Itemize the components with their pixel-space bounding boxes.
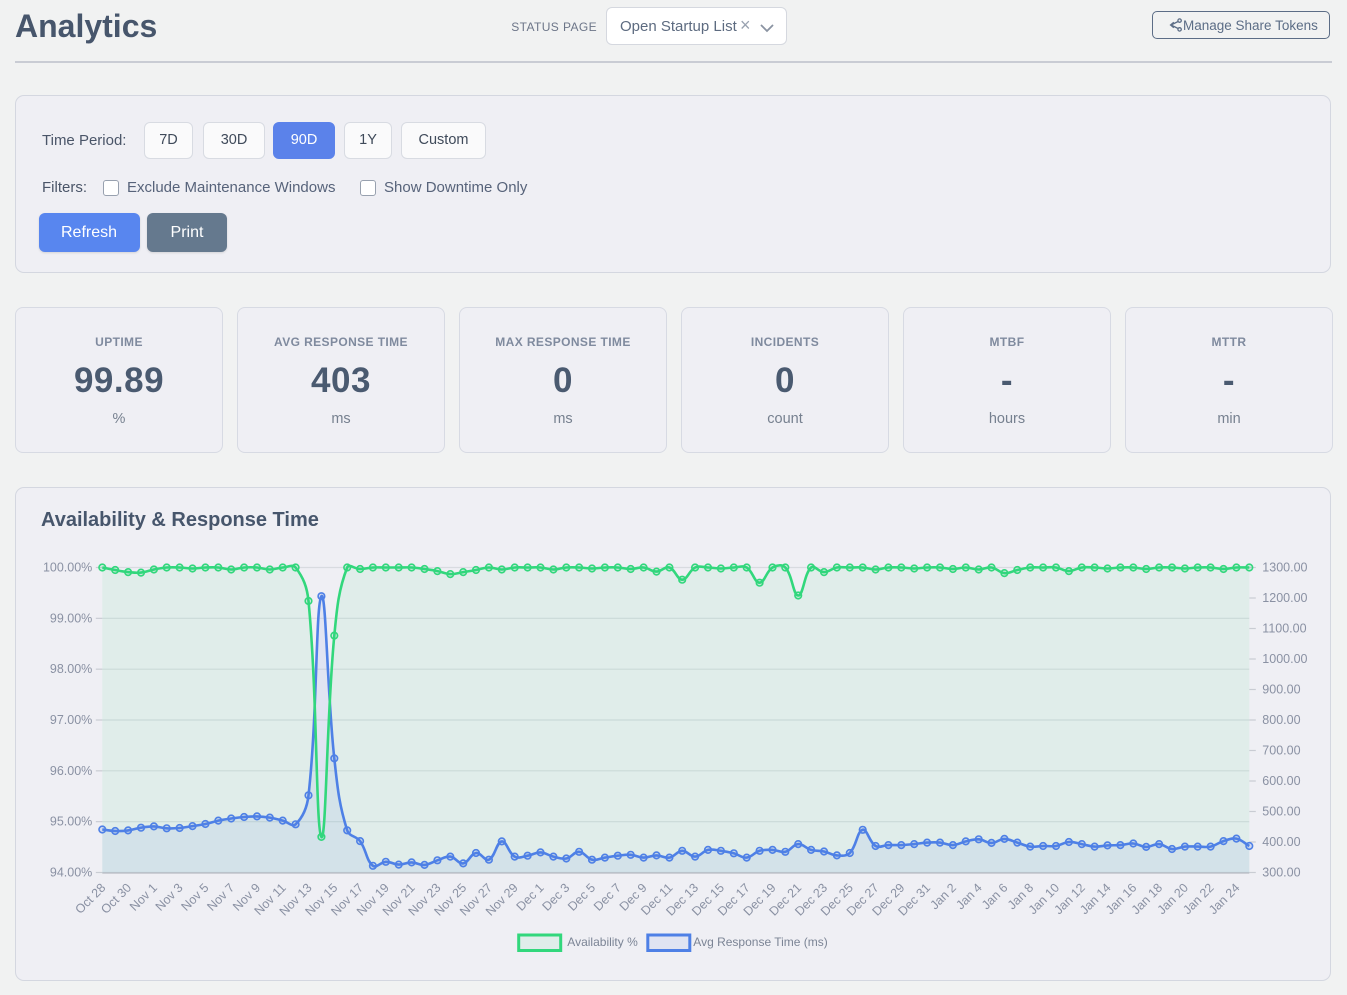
- svg-text:Jan 2: Jan 2: [927, 881, 959, 913]
- svg-text:600.00: 600.00: [1262, 774, 1300, 788]
- svg-text:Nov 7: Nov 7: [204, 881, 237, 914]
- svg-text:1100.00: 1100.00: [1262, 622, 1306, 636]
- svg-text:1300.00: 1300.00: [1262, 561, 1307, 575]
- svg-text:1000.00: 1000.00: [1262, 652, 1307, 666]
- svg-text:Jan 4: Jan 4: [953, 881, 985, 913]
- svg-text:900.00: 900.00: [1262, 683, 1300, 697]
- svg-text:Nov 3: Nov 3: [153, 881, 186, 914]
- svg-text:Jan 6: Jan 6: [979, 881, 1011, 913]
- svg-text:Nov 1: Nov 1: [127, 881, 160, 914]
- svg-text:96.00%: 96.00%: [50, 764, 92, 778]
- svg-text:Avg Response Time (ms): Avg Response Time (ms): [693, 935, 828, 949]
- svg-text:Nov 5: Nov 5: [179, 881, 212, 914]
- svg-text:99.00%: 99.00%: [50, 611, 92, 625]
- svg-text:500.00: 500.00: [1262, 805, 1300, 819]
- svg-text:98.00%: 98.00%: [50, 662, 92, 676]
- svg-text:97.00%: 97.00%: [50, 713, 92, 727]
- svg-text:Dec 5: Dec 5: [565, 881, 598, 914]
- svg-text:400.00: 400.00: [1262, 835, 1300, 849]
- svg-text:Dec 7: Dec 7: [591, 881, 624, 914]
- svg-text:Dec 3: Dec 3: [539, 881, 572, 914]
- svg-text:Dec 1: Dec 1: [514, 881, 547, 914]
- svg-text:1200.00: 1200.00: [1262, 591, 1307, 605]
- svg-text:100.00%: 100.00%: [43, 561, 92, 575]
- svg-text:800.00: 800.00: [1262, 713, 1300, 727]
- svg-text:700.00: 700.00: [1262, 744, 1300, 758]
- svg-text:Availability %: Availability %: [567, 935, 638, 949]
- svg-text:300.00: 300.00: [1262, 866, 1300, 880]
- svg-text:94.00%: 94.00%: [50, 866, 92, 880]
- svg-text:95.00%: 95.00%: [50, 815, 92, 829]
